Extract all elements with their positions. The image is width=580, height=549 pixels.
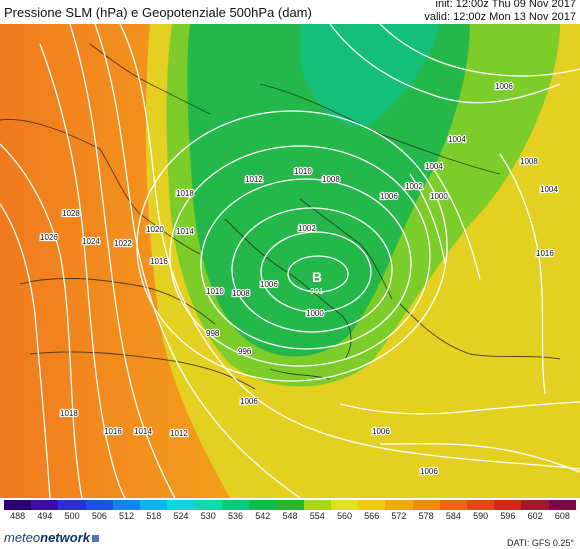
map-title: Pressione SLM (hPa) e Geopotenziale 500h… <box>4 5 312 20</box>
isobar-labels: 1028 1026 1024 1022 1020 1018 1016 1014 1012 1010… <box>39 81 560 477</box>
isobar-label: 1006 <box>240 397 258 406</box>
isobar-label: 998 <box>206 329 220 338</box>
isobar-label: 1006 <box>260 280 278 289</box>
color-swatch <box>194 500 222 510</box>
color-swatch <box>276 500 304 510</box>
isobar-label: 1006 <box>495 82 513 91</box>
color-swatch <box>303 500 331 510</box>
color-swatch <box>112 500 141 510</box>
brand-dot-icon <box>91 535 99 543</box>
scale-tick-label: 560 <box>336 511 352 521</box>
isobar-label: 1016 <box>536 249 554 258</box>
color-swatch <box>358 500 386 510</box>
color-swatch <box>412 500 440 510</box>
color-swatch <box>4 500 32 510</box>
scale-tick-label: 500 <box>64 511 80 521</box>
color-swatch <box>548 500 576 510</box>
isobars <box>0 24 580 498</box>
coastlines <box>0 43 561 390</box>
color-swatch <box>521 500 549 510</box>
low-value: 991 <box>310 287 324 296</box>
isobar-label: 1010 <box>206 287 224 296</box>
isobar-label: 1028 <box>62 209 80 218</box>
scale-tick-label: 488 <box>10 511 26 521</box>
isobar-label: 1006 <box>372 427 390 436</box>
run-info: init: 12:00z Thu 09 Nov 2017 valid: 12:0… <box>424 0 576 24</box>
color-swatch <box>167 500 195 510</box>
isobar-label: 1008 <box>520 157 538 166</box>
scale-tick-label: 530 <box>200 511 216 521</box>
color-swatch <box>58 500 86 510</box>
data-source: DATI: GFS 0.25° <box>507 538 574 548</box>
isobar-label: 1016 <box>150 257 168 266</box>
isobar-label: 1006 <box>420 467 438 476</box>
color-swatch <box>330 500 359 510</box>
scale-tick-label: 518 <box>146 511 162 521</box>
scale-tick-label: 596 <box>500 511 516 521</box>
init-time: init: 12:00z Thu 09 Nov 2017 <box>435 0 576 10</box>
scale-tick-label: 548 <box>282 511 298 521</box>
color-swatch <box>140 500 168 510</box>
trough-center <box>300 24 440 126</box>
color-swatch <box>85 500 113 510</box>
isobar-label: 1014 <box>134 427 152 436</box>
color-swatch <box>385 500 413 510</box>
isobar-label: 1012 <box>170 429 188 438</box>
brand-prefix: meteo <box>4 530 41 545</box>
isobar-label: 1008 <box>322 175 340 184</box>
scale-tick-label: 554 <box>309 511 325 521</box>
scale-tick-label: 608 <box>554 511 570 521</box>
brand-logo: meteonetwork <box>4 530 99 545</box>
color-swatch <box>494 500 522 510</box>
isobar-label: 1008 <box>232 289 250 298</box>
trough-core <box>187 24 470 357</box>
isobar-label: 1020 <box>146 225 164 234</box>
isobar-label: 996 <box>238 347 252 356</box>
scale-tick-label: 494 <box>37 511 53 521</box>
color-swatch <box>31 500 59 510</box>
isobar-label: 1016 <box>104 427 122 436</box>
color-swatch <box>439 500 467 510</box>
scale-tick-label: 578 <box>418 511 434 521</box>
valid-time: valid: 12:00z Mon 13 Nov 2017 <box>424 11 576 23</box>
scale-tick-label: 536 <box>228 511 244 521</box>
weather-map: B 991 1028 1026 1024 1022 1020 1018 1016 1014 10… <box>0 24 580 498</box>
low-symbol: B <box>312 269 322 285</box>
isobar-label: 1018 <box>60 409 78 418</box>
scale-tick-label: 584 <box>445 511 461 521</box>
isobar-label: 1002 <box>298 224 316 233</box>
isobar-label: 1018 <box>176 189 194 198</box>
isobar-label: 1004 <box>540 185 558 194</box>
scale-tick-label: 512 <box>119 511 135 521</box>
isobar-label: 1012 <box>245 175 263 184</box>
color-scale <box>4 500 576 510</box>
isobar-label: 1010 <box>294 167 312 176</box>
isobar-label: 1026 <box>40 233 58 242</box>
isobar-label: 1000 <box>430 192 448 201</box>
isobar-label: 1014 <box>176 227 194 236</box>
color-swatch <box>466 500 495 510</box>
isobar-label: 1022 <box>114 239 132 248</box>
color-swatch <box>249 500 277 510</box>
isobar-label: 1004 <box>448 135 466 144</box>
scale-tick-label: 542 <box>255 511 271 521</box>
low-pressure-center: B 991 <box>310 269 324 296</box>
scale-tick-label: 602 <box>527 511 543 521</box>
color-scale-ticks: 488 494 500 506 512 518 524 530 536 542 548 554 560 5… <box>4 511 576 523</box>
scale-tick-label: 524 <box>173 511 189 521</box>
color-swatch <box>221 500 250 510</box>
scale-tick-label: 572 <box>391 511 407 521</box>
isobar-label: 1004 <box>425 162 443 171</box>
isobar-label: 1002 <box>405 182 423 191</box>
scale-tick-label: 590 <box>473 511 489 521</box>
isobar-label: 1024 <box>82 237 100 246</box>
isobar-label: 1006 <box>380 192 398 201</box>
isobar-label: 1000 <box>306 309 324 318</box>
brand-suffix: network <box>40 530 90 545</box>
scale-tick-label: 506 <box>91 511 107 521</box>
scale-tick-label: 566 <box>364 511 380 521</box>
header: Pressione SLM (hPa) e Geopotenziale 500h… <box>0 0 580 24</box>
